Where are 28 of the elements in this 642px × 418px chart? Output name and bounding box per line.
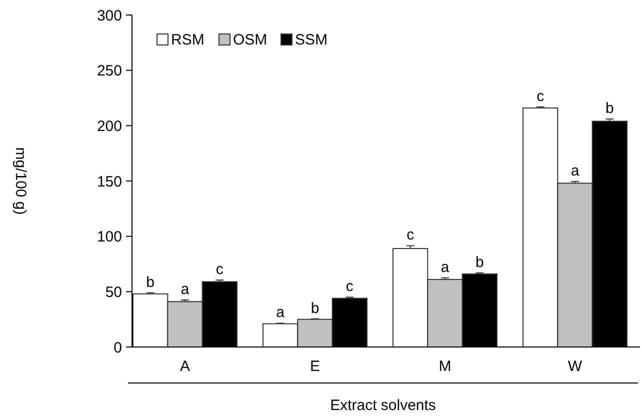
x-tick-label: W: [568, 358, 583, 375]
annotation: a: [570, 162, 580, 180]
y-tick-label: 50: [105, 284, 122, 301]
x-tick-label: E: [310, 358, 320, 375]
y-tick-label: 0: [114, 339, 122, 356]
annotation: c: [536, 88, 545, 105]
y-tick-label: 100: [96, 228, 122, 246]
annotation: a: [440, 258, 450, 276]
annotation: c: [406, 226, 415, 244]
legend-label: RSM: [171, 31, 204, 48]
x-tick-label: A: [180, 358, 190, 375]
y-tick-label: 250: [96, 62, 122, 80]
annotation: b: [605, 100, 614, 118]
annotation: b: [475, 254, 484, 271]
x-tick-label: M: [438, 358, 452, 375]
y-tick-label: 150: [96, 173, 122, 190]
legend-label: OSM: [233, 31, 268, 48]
y-tick-label: 200: [96, 118, 122, 135]
annotation: a: [180, 280, 190, 298]
annotation: b: [310, 300, 320, 317]
annotation: b: [146, 274, 155, 291]
y-tick-label: 300: [96, 7, 122, 24]
annotation: a: [276, 304, 286, 322]
x-axis-title: Extract solvents: [330, 397, 436, 414]
y-axis-title: mg/100 g): [12, 147, 29, 215]
annotation: c: [216, 261, 224, 278]
annotation: c: [346, 278, 354, 296]
legend-label: SSM: [295, 31, 328, 48]
